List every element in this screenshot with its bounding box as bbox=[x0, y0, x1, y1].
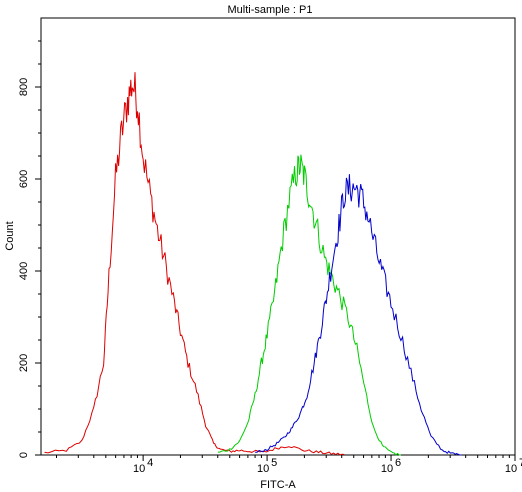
series-group bbox=[44, 72, 462, 456]
x-tick-exponent: 6 bbox=[395, 457, 401, 469]
series-line-3 bbox=[255, 174, 462, 456]
x-tick-label: 10 bbox=[505, 463, 517, 475]
y-tick-label: 400 bbox=[18, 262, 30, 280]
y-tick-label: 800 bbox=[18, 78, 30, 96]
y-axis-title: Count bbox=[4, 221, 16, 250]
x-tick-label: 10 bbox=[257, 463, 269, 475]
y-axis-ticks: 0 200 400 600 800 bbox=[18, 40, 41, 458]
series-line-1 bbox=[44, 72, 345, 456]
y-tick-label: 200 bbox=[18, 354, 30, 372]
x-axis-title: FITC-A bbox=[260, 479, 296, 491]
y-tick-label: 0 bbox=[18, 452, 30, 458]
x-tick-exponent: 5 bbox=[271, 457, 277, 469]
y-tick-label: 600 bbox=[18, 170, 30, 188]
x-tick-exponent: 4 bbox=[147, 457, 153, 469]
plot-frame bbox=[40, 17, 516, 456]
plot-axes bbox=[40, 17, 516, 456]
chart-title: Multi-sample : P1 bbox=[228, 4, 313, 16]
x-tick-label: 10 bbox=[381, 463, 393, 475]
x-tick-exponent: 7 bbox=[519, 457, 522, 469]
x-axis-ticks: 104105106107 bbox=[55, 455, 522, 475]
x-tick-label: 10 bbox=[133, 463, 145, 475]
series-line-2 bbox=[217, 154, 401, 456]
